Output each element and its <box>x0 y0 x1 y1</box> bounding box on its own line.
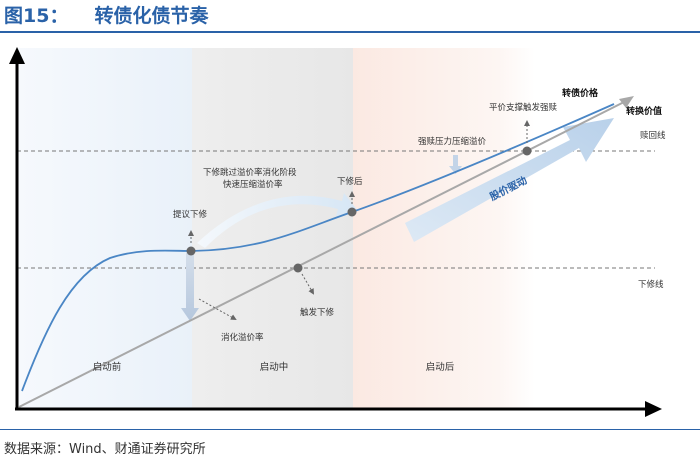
digest-premium-pointer <box>198 298 237 320</box>
phase-label-post: 启动后 <box>426 361 455 373</box>
cb-price-curve <box>21 103 615 392</box>
digest-premium-arrow <box>181 253 199 321</box>
phase-label-mid: 启动中 <box>260 361 289 373</box>
label-redeem-pressure: 强赎压力压缩溢价 <box>418 136 487 147</box>
point-propose-reset <box>186 246 196 256</box>
phase-label-pre: 启动前 <box>93 361 122 373</box>
figure-label: 图15： <box>4 5 69 27</box>
phase-bg-pre <box>17 48 192 408</box>
label-reset-line: 下修线 <box>638 279 664 290</box>
label-par-support: 平价支撑触发强赎 <box>489 102 558 113</box>
redeem-pressure-arrow <box>449 155 462 174</box>
figure-title: 转债化债节奏 <box>94 5 209 27</box>
skip-premium-arrow <box>197 193 358 248</box>
label-skip-premium-1: 下修跳过溢价率消化阶段 <box>203 167 297 178</box>
stock-driven-arrow <box>405 118 614 242</box>
cb-rhythm-diagram: 股价驱动 提议下修 下修跳过溢价率消化阶段 快速压缩溢价率 下修后 消化溢价率 … <box>9 47 666 417</box>
point-par-support <box>522 146 532 156</box>
y-axis-arrowhead <box>9 47 25 64</box>
label-cb-price: 转债价格 <box>562 87 599 99</box>
point-after-reset <box>347 207 357 217</box>
phase-bg-post <box>353 48 535 408</box>
label-skip-premium-2: 快速压缩溢价率 <box>223 179 283 190</box>
label-propose-reset: 提议下修 <box>173 209 208 220</box>
label-conversion-value: 转换价值 <box>626 105 662 117</box>
label-put-line: 赎回线 <box>640 130 666 141</box>
bottom-rule <box>0 429 700 430</box>
label-digest-premium: 消化溢价率 <box>221 332 264 343</box>
source-note: 数据来源：Wind、财通证券研究所 <box>4 442 206 457</box>
conversion-value-arrowhead <box>619 96 634 108</box>
page-title: 图15： 转债化债节奏 <box>4 2 208 30</box>
x-axis-arrowhead <box>645 401 662 417</box>
label-trigger-reset: 触发下修 <box>300 307 335 318</box>
point-trigger-reset <box>293 263 303 273</box>
label-after-reset: 下修后 <box>337 176 363 187</box>
title-rule <box>0 31 700 33</box>
